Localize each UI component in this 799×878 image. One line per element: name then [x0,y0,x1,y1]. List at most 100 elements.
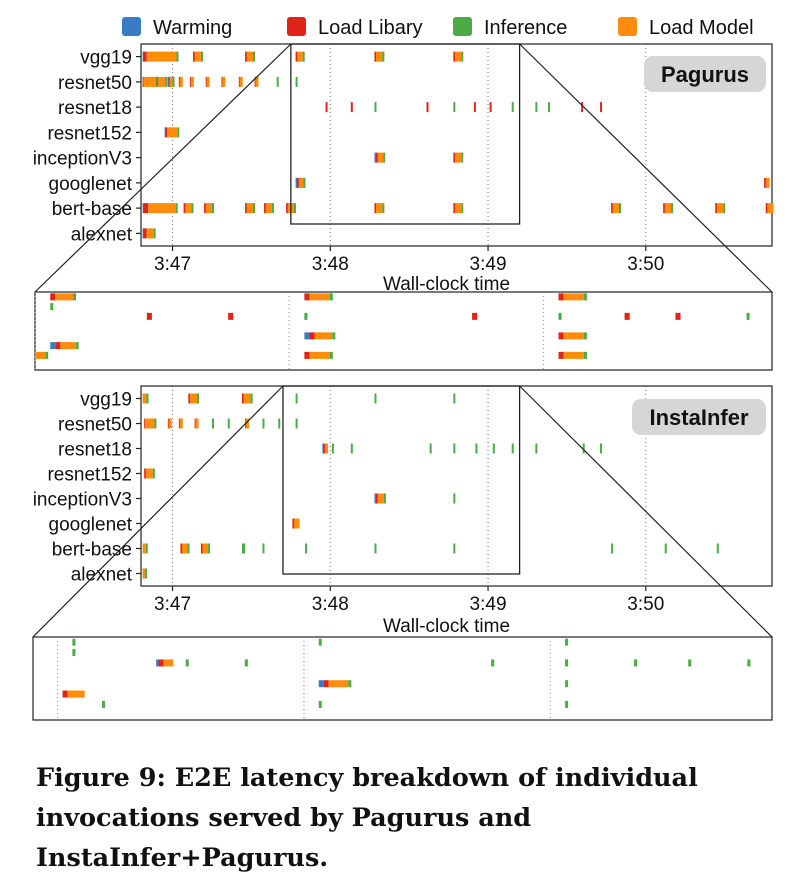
event-segment-load-libary [193,51,196,62]
event-segment-inference [582,443,585,454]
event-segment-load-model [146,228,154,239]
event-segment-load-model [767,203,774,214]
event-segment-inference [746,312,750,320]
event-segment-load-model [298,177,304,188]
event-segment-load-model [143,76,156,87]
row-label-bert-base: bert-base [52,199,132,220]
event-segment-inference [453,102,456,113]
event-segment-inference [253,51,256,62]
event-segment-load-libary [245,203,248,214]
event-segment-load-model [148,203,176,214]
event-segment-inference [491,659,495,667]
row-label-resnet152: resnet152 [47,123,132,144]
legend-swatch-load-model [618,17,637,36]
event-segment-load-libary [304,293,310,301]
event-segment-inference [453,493,456,504]
event-segment-inference [492,443,495,454]
event-segment-load-model [563,332,584,340]
event-segment-warming [318,680,324,688]
event-segment-inference [461,152,464,163]
instainfer-panel: vgg19 resnet50 resnet18 resnet152 inceptionV… [32,385,773,721]
x-axis-label: Wall-clock time [383,616,510,637]
zoom-panel [34,291,773,371]
event-segment-inference [262,543,265,554]
event-segment-load-model [194,51,201,62]
event-segment-load-libary [715,203,718,214]
event-segment-load-libary [663,203,666,214]
event-segment-load-libary [374,51,377,62]
event-segment-inference [383,152,386,163]
event-segment-load-libary [183,203,186,214]
event-segment-load-libary [581,102,584,113]
event-segment-inference [72,638,76,646]
event-segment-inference [177,127,180,138]
x-tick-label: 3:47 [154,594,191,615]
event-segment-inference [72,649,76,657]
event-segment-load-model [146,51,177,62]
event-segment-load-libary [600,102,603,113]
event-segment-inference [547,102,550,113]
event-segment-load-libary [200,543,203,554]
event-segment-load-model [563,293,584,301]
legend-swatch-inference [453,17,472,36]
zoom-events [35,293,750,359]
event-segment-load-libary [143,203,149,214]
event-segment-inference [75,342,79,350]
event-segment-inference [185,659,189,667]
event-segment-load-model [377,493,384,504]
event-segment-inference [535,443,538,454]
event-segment-load-model [67,690,85,698]
legend-label-load-model: Load Model [649,17,754,39]
x-tick-label: 3:48 [312,254,349,275]
event-segment-inference [211,203,214,214]
x-tick-label: 3:48 [312,594,349,615]
event-segment-load-libary [489,102,492,113]
event-segment-inference [276,76,279,87]
legend-swatch-warming [122,17,141,36]
row-label-alexnet: alexnet [71,565,133,586]
event-segment-inference [558,312,562,320]
event-segment-inference [244,659,248,667]
event-segment-warming [50,342,56,350]
event-segment-load-libary [376,152,379,163]
event-segment-load-libary [264,203,267,214]
row-label-bert-base: bert-base [52,540,132,561]
panel-badge [632,399,766,435]
event-segment-inference [176,51,179,62]
event-segment-inference [295,76,298,87]
event-segment-inference [200,51,203,62]
event-segment-load-libary [323,680,329,688]
event-segment-inference [634,659,638,667]
event-segment-inference [253,203,256,214]
event-segment-inference [250,393,253,404]
event-segment-inference [152,468,155,479]
event-segment-inference [294,203,297,214]
event-segment-inference [583,293,587,301]
event-segment-load-model [765,177,770,188]
event-segment-inference [262,418,265,429]
event-segment-load-model [142,568,145,579]
x-tick-label: 3:49 [470,254,507,275]
event-segment-load-model [454,203,462,214]
event-segment-load-model [190,76,194,87]
event-segment-load-libary [286,203,289,214]
event-segment-load-libary [245,51,248,62]
event-segment-load-libary [62,690,68,698]
event-segment-inference [511,443,514,454]
event-segment-inference [227,418,230,429]
event-segment-inference [374,393,377,404]
event-segment-inference [165,76,168,87]
event-segment-load-model [145,468,153,479]
event-segment-inference [511,102,514,113]
row-label-inceptionv3: inceptionV3 [33,490,132,511]
event-segment-load-libary [765,203,768,214]
event-segment-inference [611,543,614,554]
row-label-vgg19: vgg19 [80,48,132,69]
event-segment-load-model [206,76,210,87]
event-segment-load-model [309,293,330,301]
event-segment-inference [535,102,538,113]
event-segment-inference [101,700,105,708]
event-segment-load-libary [143,51,147,62]
event-segment-load-model [168,418,172,429]
event-segment-inference [664,543,667,554]
